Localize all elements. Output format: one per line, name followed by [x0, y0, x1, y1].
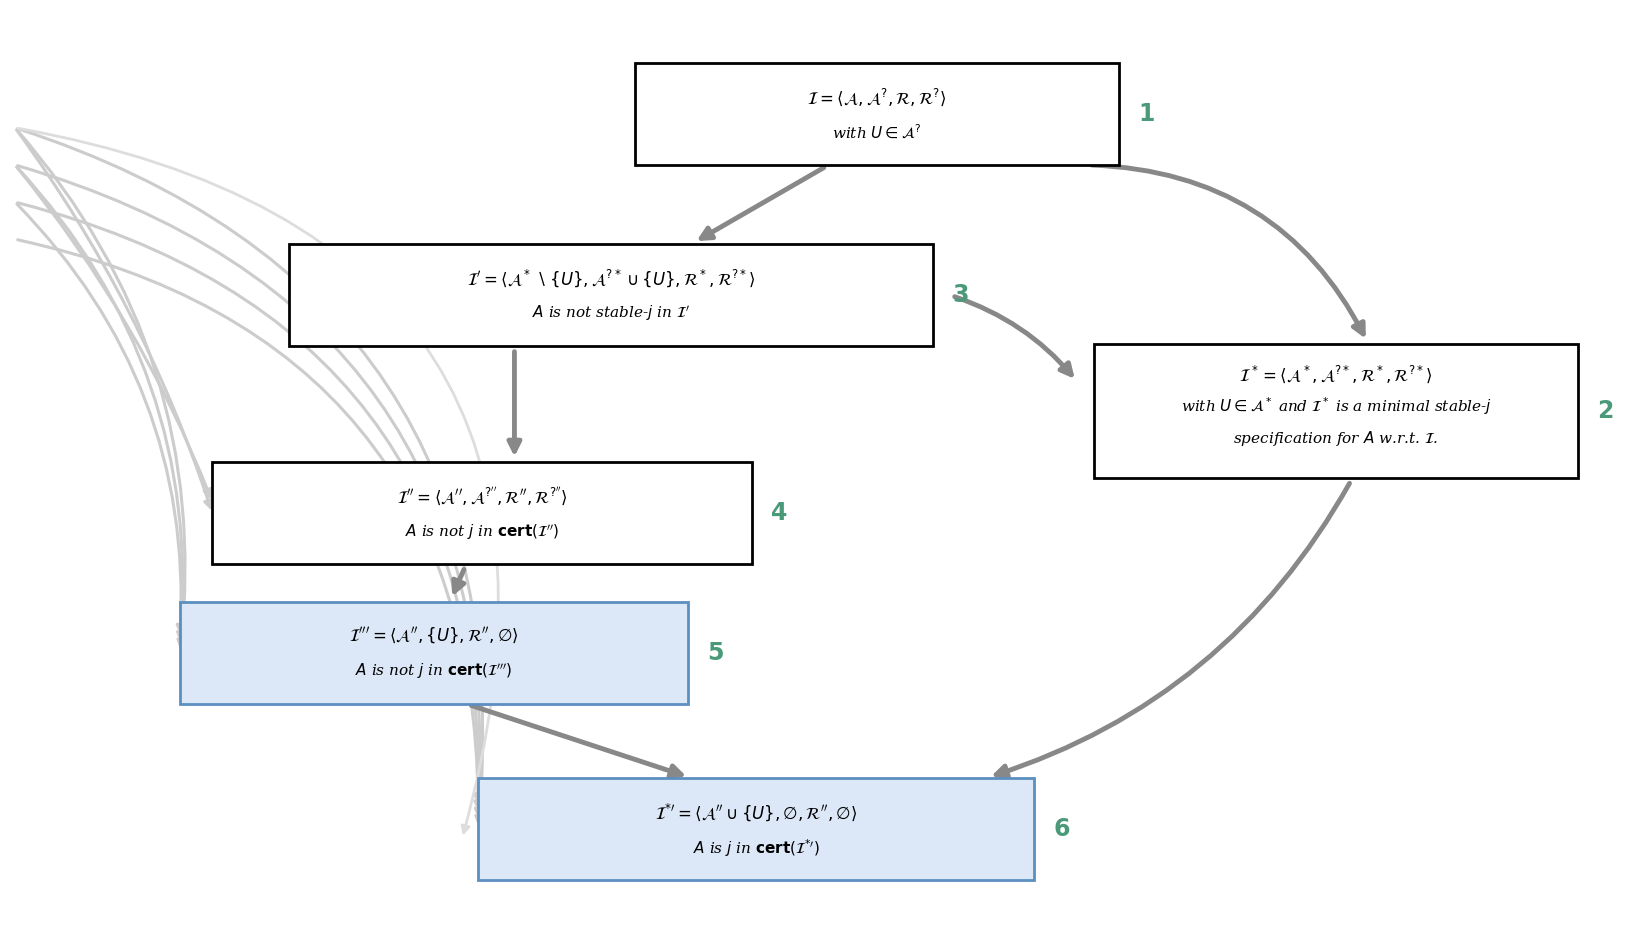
Text: $A$ is not stable-$j$ in $\mathcal{I}'$: $A$ is not stable-$j$ in $\mathcal{I}'$ — [533, 304, 691, 323]
Text: 5: 5 — [707, 640, 723, 665]
FancyBboxPatch shape — [478, 778, 1034, 881]
Text: with $U \in \mathcal{A}^?$: with $U \in \mathcal{A}^?$ — [832, 124, 921, 141]
Text: 6: 6 — [1053, 818, 1069, 841]
Text: 3: 3 — [952, 283, 968, 307]
Text: 4: 4 — [772, 502, 788, 525]
Text: $\mathcal{I} = \langle\mathcal{A}, \mathcal{A}^?, \mathcal{R}, \mathcal{R}^?\ran: $\mathcal{I} = \langle\mathcal{A}, \math… — [808, 87, 947, 108]
Text: 2: 2 — [1597, 399, 1614, 423]
Text: $A$ is not $j$ in $\mathbf{cert}(\mathcal{I}'')$: $A$ is not $j$ in $\mathbf{cert}(\mathca… — [405, 522, 559, 541]
Text: $\mathcal{I}^* = \langle\mathcal{A}^*, \mathcal{A}^{?*}, \mathcal{R}^*, \mathcal: $\mathcal{I}^* = \langle\mathcal{A}^*, \… — [1240, 363, 1433, 385]
FancyBboxPatch shape — [635, 62, 1118, 165]
Text: specification for $A$ w.r.t. $\mathcal{I}$.: specification for $A$ w.r.t. $\mathcal{I… — [1233, 429, 1438, 449]
Text: with $U \in \mathcal{A}^*$ and $\mathcal{I}^*$ is a minimal stable-$j$: with $U \in \mathcal{A}^*$ and $\mathcal… — [1180, 396, 1492, 418]
FancyBboxPatch shape — [1095, 344, 1578, 478]
Text: $\mathcal{I}^{*\prime} = \langle\mathcal{A}''\cup\{U\}, \emptyset, \mathcal{R}'': $\mathcal{I}^{*\prime} = \langle\mathcal… — [655, 802, 858, 823]
FancyBboxPatch shape — [289, 244, 933, 346]
FancyBboxPatch shape — [180, 602, 687, 703]
Text: $A$ is $j$ in $\mathbf{cert}(\mathcal{I}^{*\prime})$: $A$ is $j$ in $\mathbf{cert}(\mathcal{I}… — [692, 837, 819, 859]
Text: $\mathcal{I}''' = \langle\mathcal{A}'', \{U\}, \mathcal{R}'', \emptyset\rangle$: $\mathcal{I}''' = \langle\mathcal{A}'', … — [349, 626, 518, 646]
Text: $A$ is not $j$ in $\mathbf{cert}(\mathcal{I}''')$: $A$ is not $j$ in $\mathbf{cert}(\mathca… — [356, 661, 512, 681]
Text: $\mathcal{I}' = \langle\mathcal{A}^*\setminus\{U\}, \mathcal{A}^{?*}\cup\{U\}, \: $\mathcal{I}' = \langle\mathcal{A}^*\set… — [466, 268, 756, 290]
Text: $\mathcal{I}'' = \langle\mathcal{A}'', \mathcal{A}^{?''}, \mathcal{R}'', \mathca: $\mathcal{I}'' = \langle\mathcal{A}'', \… — [396, 486, 567, 507]
FancyBboxPatch shape — [213, 462, 752, 565]
Text: 1: 1 — [1138, 102, 1154, 125]
